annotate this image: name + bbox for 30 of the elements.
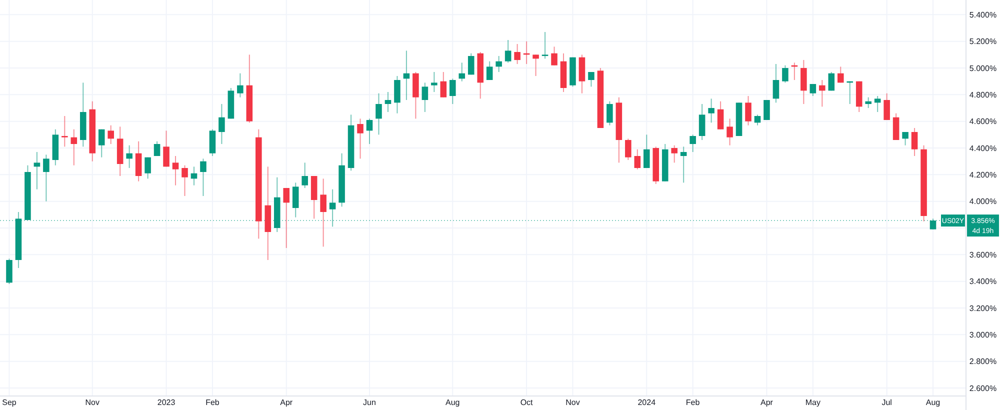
x-tick-label: Aug xyxy=(446,398,460,407)
y-tick-label: 3.600% xyxy=(969,250,997,260)
x-tick-label: Jun xyxy=(363,398,376,407)
y-tick-label: 4.200% xyxy=(969,170,997,180)
y-tick-label: 2.800% xyxy=(969,357,997,366)
x-tick-label: Sep xyxy=(2,398,17,407)
y-tick-label: 3.000% xyxy=(969,330,997,340)
y-tick-label: 4.400% xyxy=(969,144,997,153)
x-tick-label: Feb xyxy=(206,398,220,407)
x-tick-label: 2023 xyxy=(157,398,176,407)
x-tick-label: Jul xyxy=(882,398,892,407)
x-tick-label: Nov xyxy=(85,398,100,407)
y-tick-label: 3.200% xyxy=(969,304,997,313)
y-tick-label: 5.200% xyxy=(969,37,997,46)
x-tick-label: Apr xyxy=(280,398,293,407)
x-tick-label: Oct xyxy=(520,398,534,407)
x-tick-label: Nov xyxy=(566,398,580,407)
x-tick-label: Apr xyxy=(760,398,774,407)
y-tick-label: 2.600% xyxy=(969,384,997,393)
x-tick-label: May xyxy=(805,398,820,407)
y-tick-label: 5.400% xyxy=(969,10,997,20)
x-tick-label: 2024 xyxy=(638,398,656,407)
x-tick-label: Aug xyxy=(926,398,940,407)
y-tick-label: 4.000% xyxy=(969,197,997,206)
x-tick-label: Feb xyxy=(686,398,700,407)
y-tick-label: 4.800% xyxy=(969,90,997,100)
y-tick-label: 5.000% xyxy=(969,64,997,73)
y-tick-label: 3.400% xyxy=(969,277,997,286)
y-tick-label: 4.600% xyxy=(969,117,997,126)
candlestick xyxy=(764,100,770,120)
